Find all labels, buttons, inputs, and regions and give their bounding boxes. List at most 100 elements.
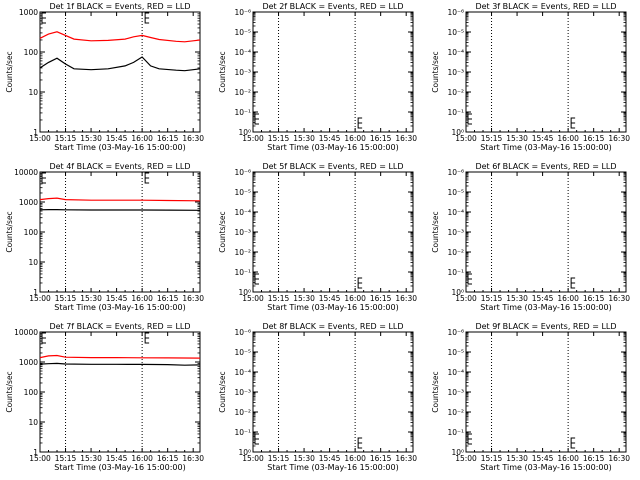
panel-det-2: Det 2f BLACK = Events, RED = LLD 15:00 15:… [218,2,417,152]
x-tick-label: 16:15 [370,294,392,303]
interval-bracket [41,12,46,24]
y-tick-label: 1000 [19,198,38,207]
x-tick-label: 16:00 [557,134,579,143]
x-tick-label: 16:30 [395,134,417,143]
y-tick-label: 10⁻⁵ [234,348,251,357]
panel-title: Det 4f BLACK = Events, RED = LLD [49,162,190,171]
y-tick-label: 10⁰ [451,128,464,137]
y-axis-label: Counts/sec [5,51,14,92]
x-tick-label: 15:30 [506,294,528,303]
y-axis-label: Counts/sec [218,371,227,412]
y-axis-label: Counts/sec [431,211,440,252]
interval-bracket [41,332,46,344]
y-tick-label: 10⁻³ [447,388,464,397]
x-tick-label: 16:15 [157,454,179,463]
x-tick-label: 15:00 [455,294,477,303]
y-tick-label: 10⁻⁴ [234,208,251,217]
x-tick-label: 16:00 [131,294,153,303]
y-tick-label: 10⁻² [234,248,251,257]
x-axis-label: Start Time (03-May-16 15:00:00) [54,303,185,312]
x-tick-label: 16:30 [608,454,630,463]
x-tick-label: 15:30 [506,454,528,463]
x-tick-label: 15:00 [455,454,477,463]
x-tick-label: 16:15 [157,134,179,143]
x-tick-label: 16:15 [583,294,605,303]
x-tick-label: 15:00 [29,294,51,303]
y-tick-label: 10⁻² [447,408,464,417]
x-tick-label: 16:30 [182,454,204,463]
x-tick-label: 16:30 [395,294,417,303]
x-tick-label: 16:00 [131,454,153,463]
panel-det-4: Det 4f BLACK = Events, RED = LLD 15:00 15:… [5,162,204,312]
y-tick-label: 10⁻⁴ [447,368,464,377]
x-axis-label: Start Time (03-May-16 15:00:00) [480,463,611,472]
y-tick-label: 10⁻³ [447,228,464,237]
panel-det-9: Det 9f BLACK = Events, RED = LLD 15:00 15:… [431,322,630,472]
y-tick-label: 10⁻⁵ [234,28,251,37]
y-tick-label: 10⁻³ [234,228,251,237]
y-tick-label: 10⁻⁴ [447,208,464,217]
y-tick-label: 10⁻⁵ [234,188,251,197]
y-tick-label: 100 [24,48,39,57]
y-axis-label: Counts/sec [431,51,440,92]
panel-det-8: Det 8f BLACK = Events, RED = LLD 15:00 15:… [218,322,417,472]
plot-frame [39,331,201,453]
y-tick-label: 10⁻⁵ [447,28,464,37]
y-tick-label: 1000 [19,8,38,17]
interval-bracket [254,433,259,445]
x-tick-label: 16:15 [583,454,605,463]
x-axis-label: Start Time (03-May-16 15:00:00) [480,143,611,152]
interval-bracket [254,113,259,125]
x-tick-label: 15:45 [532,294,554,303]
y-axis-label: Counts/sec [218,211,227,252]
y-tick-label: 1 [33,288,38,297]
interval-bracket [41,172,46,184]
x-tick-label: 15:15 [481,454,503,463]
panel-title: Det 5f BLACK = Events, RED = LLD [262,162,403,171]
x-tick-label: 16:15 [370,454,392,463]
x-tick-label: 16:00 [557,454,579,463]
x-tick-label: 15:00 [29,134,51,143]
y-tick-label: 10⁻¹ [234,268,251,277]
x-tick-label: 15:45 [106,294,128,303]
y-tick-label: 10⁰ [451,448,464,457]
interval-bracket [570,277,576,289]
y-tick-label: 100 [24,388,39,397]
x-axis-label: Start Time (03-May-16 15:00:00) [267,463,398,472]
x-tick-label: 15:15 [55,454,77,463]
x-tick-label: 15:15 [55,134,77,143]
y-tick-label: 10⁻² [234,408,251,417]
y-tick-label: 10⁻³ [234,68,251,77]
y-tick-label: 10 [28,418,38,427]
x-tick-label: 15:15 [268,134,290,143]
x-tick-label: 16:30 [608,294,630,303]
panel-title: Det 9f BLACK = Events, RED = LLD [475,322,616,331]
x-tick-label: 16:00 [557,294,579,303]
panel-title: Det 2f BLACK = Events, RED = LLD [262,2,403,11]
x-axis-label: Start Time (03-May-16 15:00:00) [480,303,611,312]
x-axis-label: Start Time (03-May-16 15:00:00) [54,463,185,472]
x-tick-label: 15:15 [268,454,290,463]
y-tick-label: 10⁻¹ [447,268,464,277]
panel-title: Det 7f BLACK = Events, RED = LLD [49,322,190,331]
panel-title: Det 3f BLACK = Events, RED = LLD [475,2,616,11]
panel-det-3: Det 3f BLACK = Events, RED = LLD 15:00 15:… [431,2,630,152]
x-tick-label: 15:45 [106,134,128,143]
x-tick-label: 16:15 [583,134,605,143]
interval-bracket [467,273,472,285]
y-tick-label: 1 [33,128,38,137]
y-tick-label: 10⁰ [451,288,464,297]
x-tick-label: 15:00 [242,134,264,143]
x-tick-label: 15:30 [506,134,528,143]
x-tick-label: 15:00 [242,294,264,303]
y-tick-label: 10⁻⁴ [234,368,251,377]
y-tick-label: 10⁻¹ [234,428,251,437]
x-tick-label: 15:15 [481,294,503,303]
y-tick-label: 10⁻² [234,88,251,97]
x-axis-label: Start Time (03-May-16 15:00:00) [54,143,185,152]
panel-det-7: Det 7f BLACK = Events, RED = LLD 15:00 15:… [5,322,204,472]
y-tick-label: 1000 [19,358,38,367]
x-tick-label: 15:45 [319,134,341,143]
series-line-red [39,197,201,202]
x-tick-label: 15:30 [293,454,315,463]
